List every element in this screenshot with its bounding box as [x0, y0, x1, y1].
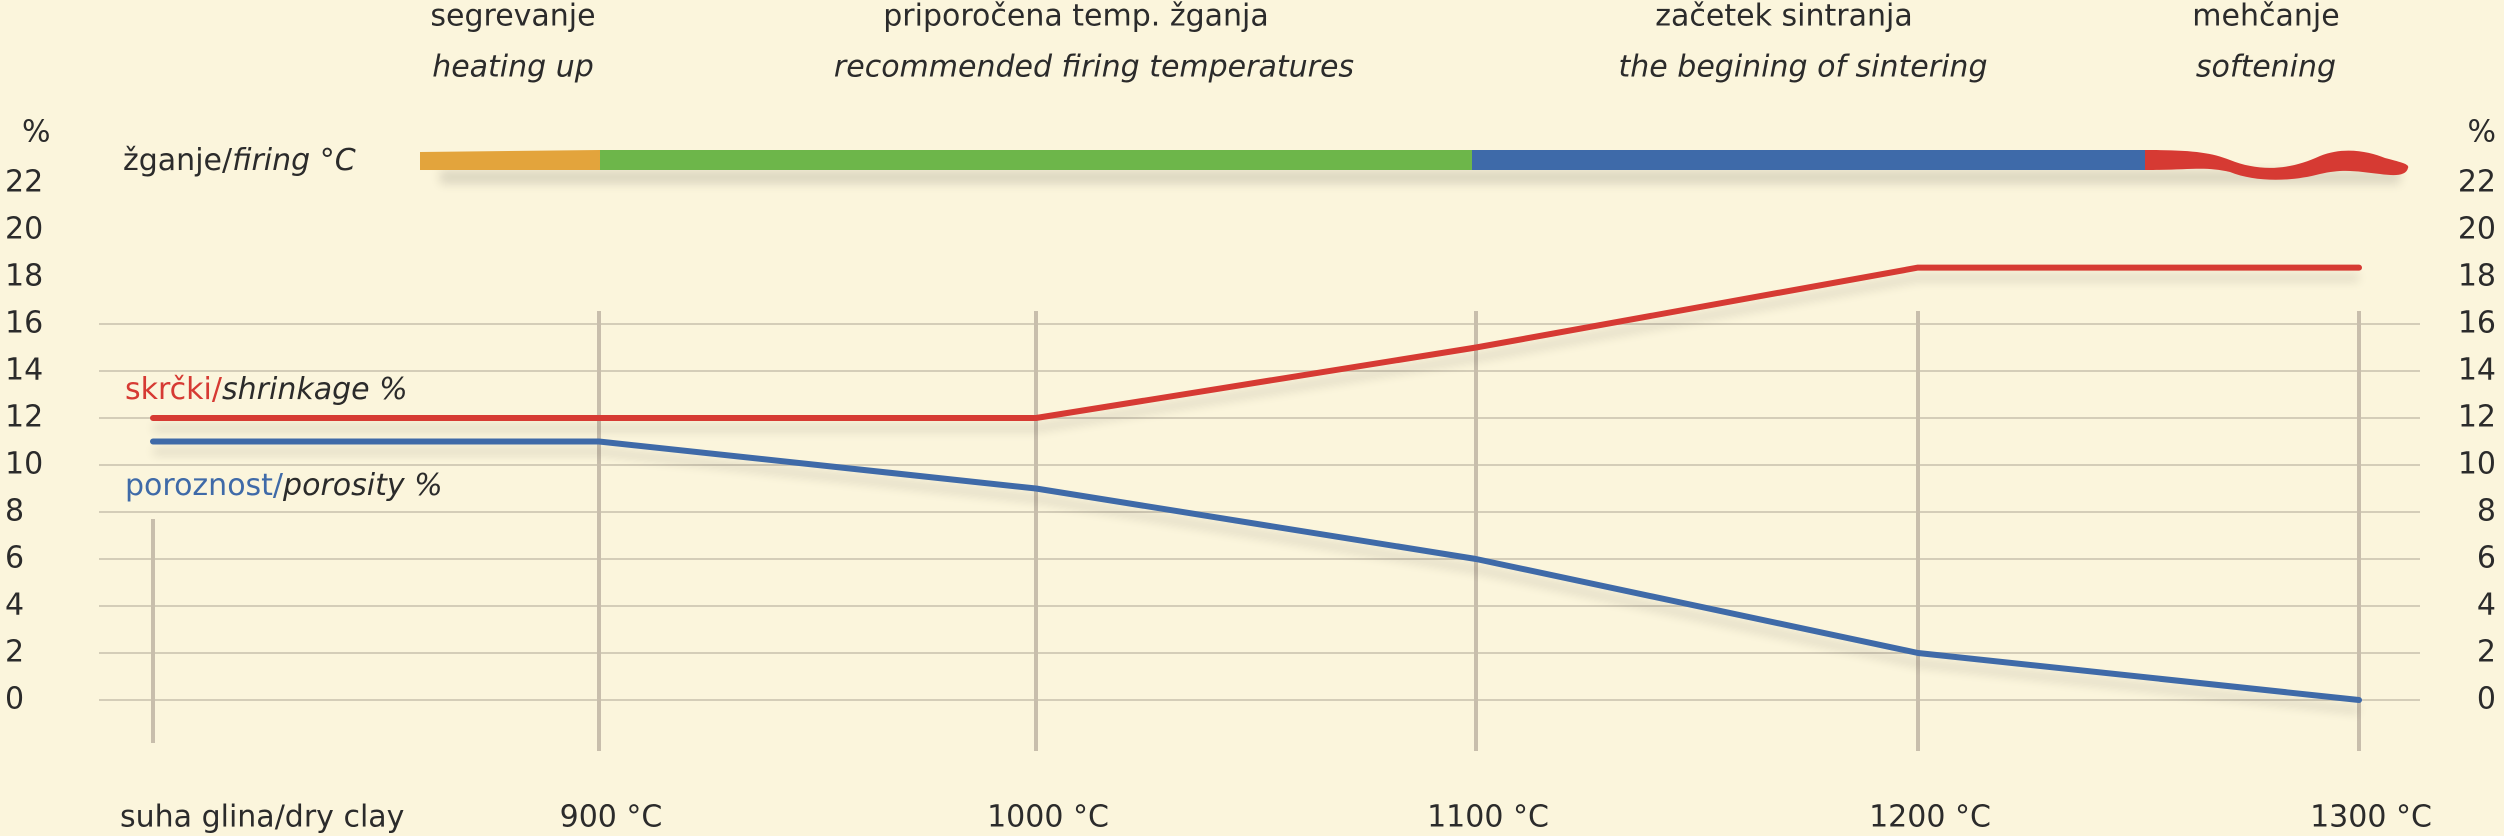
firing-label-en: firing °C: [232, 143, 356, 178]
x-tick-label: 1100 °C: [1427, 800, 1549, 835]
y-tick-label: 2: [5, 635, 24, 670]
series-name: poroznost/: [125, 468, 284, 503]
y-tick-label-right: 20: [2458, 212, 2496, 247]
bar-shadow: [440, 170, 2400, 184]
phase-segment: [600, 150, 1472, 170]
y-tick-label-right: 18: [2458, 259, 2496, 294]
phase-segment: [2145, 150, 2409, 180]
y-unit: %: [22, 115, 51, 150]
series-label: skrčki/shrinkage %: [125, 372, 408, 407]
phase-label: začetek sintranja: [1655, 0, 1912, 34]
y-tick-label: 8: [5, 494, 24, 529]
y-unit-right: %: [2467, 115, 2496, 150]
x-tick-label: 900 °C: [560, 800, 663, 835]
y-tick-label-right: 10: [2458, 447, 2496, 482]
x-tick-label: 1200 °C: [1869, 800, 1991, 835]
series-shadow: [153, 273, 2359, 432]
series-name-en: shrinkage %: [222, 372, 408, 407]
y-tick-label: 4: [5, 588, 24, 623]
y-tick-label: 14: [5, 353, 43, 388]
x-tick-label: 1000 °C: [987, 800, 1109, 835]
phase-label-en: recommended firing temperatures: [834, 50, 1354, 85]
series-line: [150, 264, 2362, 421]
phase-label-en: heating up: [432, 50, 594, 85]
phase-label: segrevanje: [430, 0, 595, 34]
firing-label: žganje/firing °C: [123, 143, 356, 178]
x-tick-label: 1300 °C: [2310, 800, 2432, 835]
y-tick-label: 18: [5, 259, 43, 294]
y-tick-label-right: 4: [2477, 588, 2496, 623]
y-tick-label: 22: [5, 165, 43, 200]
y-tick-label: 0: [5, 682, 24, 717]
phase-label-en: the begining of sintering: [1619, 50, 1988, 85]
y-tick-label-right: 22: [2458, 165, 2496, 200]
phase-label: priporočena temp. žganja: [883, 0, 1269, 34]
y-tick-label-right: 6: [2477, 541, 2496, 576]
firing-label-sl: žganje/: [123, 143, 233, 178]
y-tick-label: 6: [5, 541, 24, 576]
phase-segment: [1472, 150, 2145, 170]
y-tick-label: 16: [5, 306, 43, 341]
y-tick-label-right: 12: [2458, 400, 2496, 435]
y-tick-label: 10: [5, 447, 43, 482]
firing-bar: [420, 150, 2409, 184]
series-shadow: [153, 447, 2360, 714]
series-name-en: porosity %: [282, 468, 443, 503]
y-tick-label-right: 0: [2477, 682, 2496, 717]
phase-segment: [420, 150, 600, 170]
y-tick-label-right: 2: [2477, 635, 2496, 670]
phase-label: mehčanje: [2192, 0, 2339, 34]
y-tick-label: 20: [5, 212, 43, 247]
y-tick-label: 12: [5, 400, 43, 435]
y-tick-label-right: 14: [2458, 353, 2496, 388]
y-tick-label-right: 8: [2477, 494, 2496, 529]
series-name: skrčki/: [125, 372, 223, 407]
phase-label-en: softening: [2196, 50, 2336, 85]
series-label: poroznost/porosity %: [125, 468, 443, 503]
series-line: [150, 438, 2362, 703]
y-tick-label-right: 16: [2458, 306, 2496, 341]
x-tick-label: suha glina/dry clay: [120, 800, 404, 835]
